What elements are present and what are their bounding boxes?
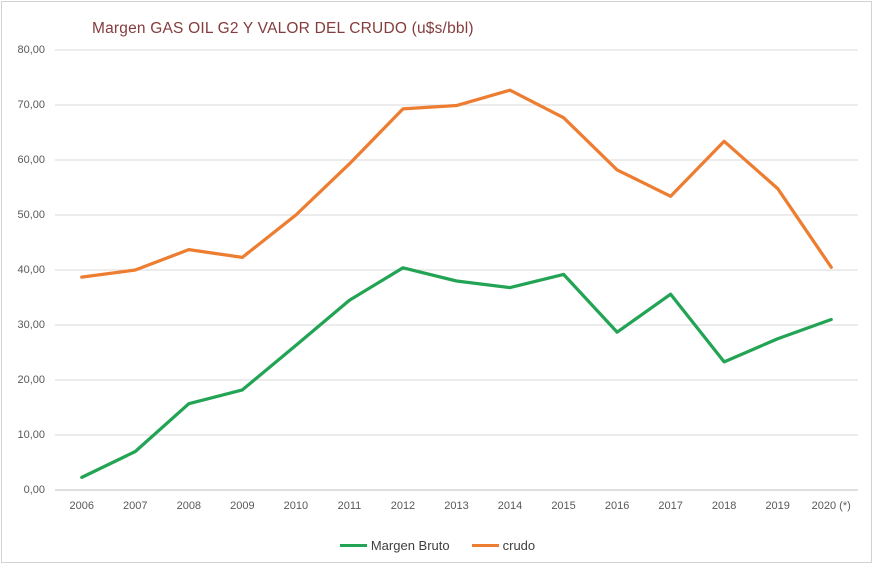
x-axis-tick-label: 2009	[230, 500, 255, 512]
y-axis-tick-label: 20,00	[17, 374, 45, 386]
x-axis-tick-label: 2011	[337, 500, 362, 512]
x-axis-tick-label: 2018	[711, 500, 737, 512]
x-axis-tick-label: 2007	[123, 500, 148, 512]
x-axis-tick-label: 2014	[497, 500, 523, 512]
x-axis-tick-label: 2016	[604, 500, 630, 512]
y-axis-tick-label: 60,00	[17, 154, 45, 166]
y-axis-tick-label: 30,00	[17, 319, 45, 331]
series-line-crudo[interactable]	[80, 88, 833, 279]
legend-item-crudo[interactable]: crudo	[471, 538, 536, 553]
legend-label-crudo: crudo	[502, 538, 536, 553]
x-axis-tick-label: 2019	[765, 500, 790, 512]
y-axis-tick-label: 70,00	[17, 99, 45, 111]
x-axis-tick-label: 2013	[444, 500, 469, 512]
x-axis-tick-label: 2008	[176, 500, 202, 512]
y-axis-tick-label: 10,00	[17, 429, 45, 441]
x-axis-tick-label: 2010	[283, 500, 309, 512]
x-axis-tick-label: 2015	[551, 500, 576, 512]
legend-item-margen-bruto[interactable]: Margen Bruto	[339, 538, 450, 553]
x-axis-tick-label: 2006	[69, 500, 94, 512]
x-axis-tick-label: 2020 (*)	[811, 500, 851, 512]
legend-swatch-margen-bruto	[339, 544, 367, 547]
y-axis-tick-label: 0,00	[23, 484, 45, 496]
y-axis-tick-label: 80,00	[17, 44, 45, 56]
chart-title: Margen GAS OIL G2 Y VALOR DEL CRUDO (u$s…	[92, 20, 474, 37]
series-line-margen-bruto[interactable]	[80, 266, 833, 479]
x-axis-tick-label: 2012	[390, 500, 416, 512]
y-axis-tick-label: 40,00	[17, 264, 45, 276]
legend: Margen Bruto crudo	[0, 538, 875, 553]
legend-label-margen-bruto: Margen Bruto	[370, 538, 450, 553]
y-axis-tick-label: 50,00	[17, 209, 45, 221]
x-axis-tick-label: 2017	[658, 500, 683, 512]
legend-swatch-crudo	[471, 544, 499, 547]
